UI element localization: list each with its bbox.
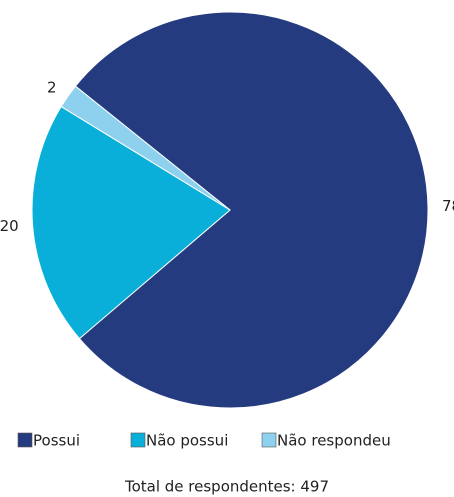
legend-swatch — [130, 432, 146, 448]
legend-label: Possui — [33, 432, 80, 450]
legend-swatch — [261, 432, 277, 448]
legend-swatch — [17, 432, 33, 448]
data-label: 20 — [0, 217, 19, 235]
footnote: Total de respondentes: 497 — [124, 478, 329, 496]
pie-slice — [31, 105, 231, 340]
legend-label: Não possui — [146, 432, 228, 450]
pie-slice — [60, 85, 231, 211]
data-label: 78 — [442, 197, 454, 215]
legend-label: Não respondeu — [277, 432, 391, 450]
data-label: 2 — [47, 79, 57, 97]
pie-slice — [74, 11, 429, 409]
